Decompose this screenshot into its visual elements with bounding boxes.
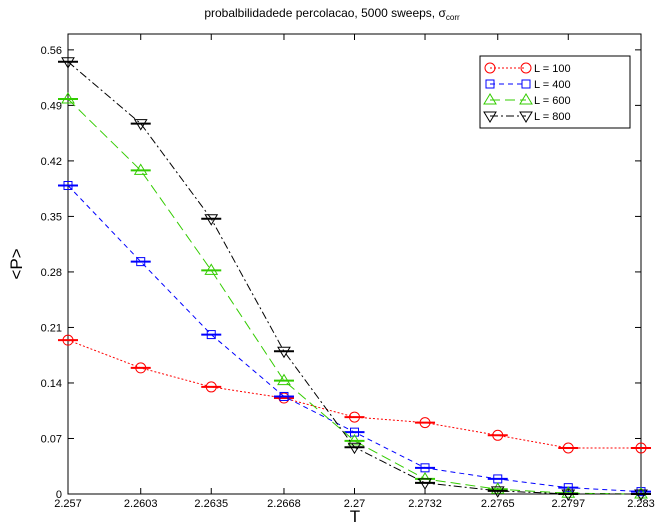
legend-marker xyxy=(519,111,533,123)
y-axis-title: <P> xyxy=(7,248,26,279)
data-point xyxy=(204,214,219,226)
legend-marker xyxy=(485,79,495,89)
axis-ticks: 0 0.07 0.14 0.21 0.28 0.35 0.42 0.49 0.56 2.257 2.… xyxy=(41,34,655,510)
legend-item: L = 400 xyxy=(485,79,571,91)
data-point xyxy=(63,180,73,190)
x-tick-label: 2.27 xyxy=(344,498,365,510)
data-point xyxy=(563,483,573,493)
data-point xyxy=(205,381,217,393)
data-point xyxy=(347,442,362,455)
series-1 xyxy=(58,334,651,454)
legend-marker xyxy=(484,62,496,74)
y-tick-label: 0.56 xyxy=(41,45,62,57)
x-tick-label: 2.257 xyxy=(54,498,82,510)
series-line xyxy=(67,98,642,495)
y-tick-label: 0.28 xyxy=(41,267,62,279)
legend: L = 100 L = 400 L = 600 L = 800 xyxy=(479,55,631,129)
data-point xyxy=(490,486,505,498)
y-tick-label: 0.14 xyxy=(41,378,62,390)
data-point xyxy=(206,330,216,340)
legend-item: L = 100 xyxy=(484,62,571,75)
legend-label: L = 800 xyxy=(534,111,571,123)
x-tick-label: 2.283 xyxy=(627,498,655,510)
legend-item: L = 600 xyxy=(483,93,571,107)
series-3 xyxy=(58,92,651,499)
data-point xyxy=(133,163,148,175)
legend-marker xyxy=(483,93,497,105)
legend-item: L = 800 xyxy=(483,111,571,123)
y-tick-label: 0.49 xyxy=(41,100,62,112)
data-point xyxy=(492,429,504,441)
data-point xyxy=(634,489,648,501)
data-point xyxy=(278,392,290,404)
y-tick-label: 0.35 xyxy=(41,211,62,223)
legend-marker xyxy=(521,79,531,89)
x-tick-label: 2.2765 xyxy=(481,498,515,510)
series-layer xyxy=(58,57,651,501)
data-point xyxy=(135,362,147,374)
x-tick-label: 2.2603 xyxy=(124,498,158,510)
y-tick-label: 0 xyxy=(56,489,62,501)
data-point xyxy=(277,373,291,386)
x-tick-label: 2.2797 xyxy=(551,498,585,510)
data-point xyxy=(62,334,74,346)
legend-box xyxy=(479,55,631,129)
chart-title-main: probalbilidadede percolacao, 5000 sweeps… xyxy=(204,6,438,20)
x-axis-title: T xyxy=(350,507,360,524)
data-point xyxy=(204,263,219,275)
data-point xyxy=(561,486,576,498)
chart-title-sigma: σ xyxy=(438,6,446,20)
data-point xyxy=(419,417,431,429)
data-point xyxy=(61,57,75,69)
data-point xyxy=(350,427,359,437)
data-point xyxy=(635,442,647,454)
data-point xyxy=(418,478,432,490)
series-4 xyxy=(58,57,651,501)
x-tick-label: 2.2668 xyxy=(267,498,301,510)
data-point xyxy=(277,346,291,359)
legend-marker xyxy=(520,62,532,74)
x-tick-label: 2.2635 xyxy=(194,498,228,510)
y-tick-label: 0.21 xyxy=(41,322,62,334)
y-tick-label: 0.42 xyxy=(41,156,62,168)
data-point xyxy=(279,391,289,401)
legend-label: L = 600 xyxy=(534,95,571,107)
chart-title-subscript: corr xyxy=(446,13,460,22)
data-point xyxy=(61,92,75,104)
x-tick-label: 2.2732 xyxy=(408,498,442,510)
data-point xyxy=(561,489,576,501)
data-point xyxy=(349,411,360,423)
y-tick-label: 0.07 xyxy=(41,433,62,445)
series-2 xyxy=(58,180,651,497)
data-point xyxy=(347,433,362,446)
data-point xyxy=(136,257,146,267)
data-point xyxy=(133,119,148,131)
data-point xyxy=(562,442,574,454)
legend-marker xyxy=(519,93,533,105)
data-point xyxy=(490,482,505,494)
legend-marker xyxy=(483,111,497,123)
legend-label: L = 400 xyxy=(534,79,571,91)
data-point xyxy=(420,463,430,473)
chart-title: probalbilidadede percolacao, 5000 sweeps… xyxy=(204,6,460,22)
legend-label: L = 100 xyxy=(534,63,571,75)
